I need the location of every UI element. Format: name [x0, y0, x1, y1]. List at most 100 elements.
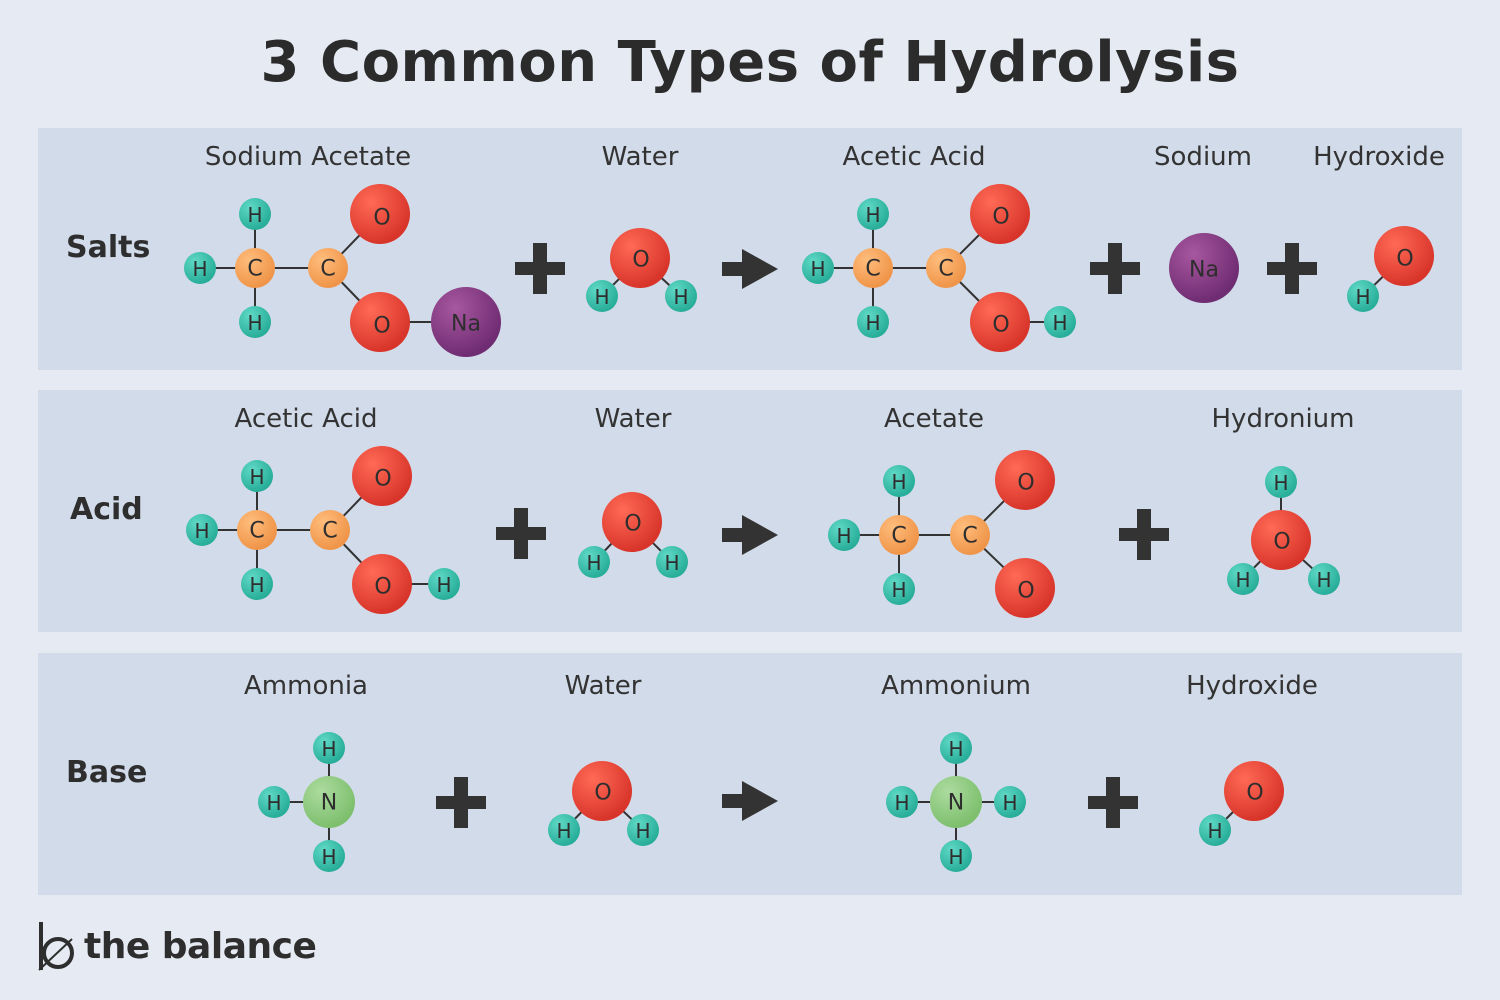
plus-icon	[1088, 777, 1138, 828]
hydrogen-atom	[313, 732, 345, 764]
oxygen-atom	[352, 554, 412, 614]
hydrogen-atom	[665, 280, 697, 312]
atom-label: H	[1316, 568, 1331, 592]
oxygen-atom	[572, 761, 632, 821]
oxygen-atom	[602, 492, 662, 552]
hydrogen-atom	[883, 465, 915, 497]
compound-label-sodium: Sodium	[1154, 142, 1252, 172]
atom-label: O	[373, 206, 390, 231]
hydrogen-atom	[548, 814, 580, 846]
arrow-right-icon	[722, 249, 778, 289]
hydrogen-atom	[656, 546, 688, 578]
atom-label: H	[321, 737, 336, 761]
carbon-atom	[879, 515, 919, 555]
oxygen-atom	[352, 446, 412, 506]
atom-label: C	[320, 257, 335, 282]
atom-label: C	[247, 257, 262, 282]
compound-label-water: Water	[564, 671, 642, 701]
panel-acid: Acid Acetic Acid Water Acetate Hydronium…	[38, 390, 1462, 632]
compound-label-acetate: Acetate	[884, 404, 984, 434]
balance-logo-icon	[38, 922, 74, 971]
nitrogen-atom	[303, 776, 355, 828]
sodium-atom	[1169, 233, 1239, 303]
atom-label: O	[594, 781, 611, 806]
atom-label: H	[247, 203, 262, 227]
atom-label: O	[1396, 247, 1413, 272]
hydrogen-atom	[184, 252, 216, 284]
atom-label: O	[374, 575, 391, 600]
atom-label: H	[894, 791, 909, 815]
hydrogen-atom	[1227, 563, 1259, 595]
carbon-atom	[235, 248, 275, 288]
atom-label: O	[373, 314, 390, 339]
hydrogen-atom	[241, 568, 273, 600]
atom-label: H	[865, 203, 880, 227]
row-label-salts: Salts	[66, 230, 151, 265]
hydrogen-atom	[828, 519, 860, 551]
hydrogen-atom	[578, 546, 610, 578]
atom-label: Na	[451, 312, 481, 337]
oxygen-atom	[350, 184, 410, 244]
oxygen-atom	[1251, 510, 1311, 570]
acid-reaction-diagram: H H H C C O O H O H H H	[186, 446, 1340, 618]
atom-label: H	[948, 737, 963, 761]
atom-label: H	[1355, 285, 1370, 309]
hydrogen-atom	[186, 514, 218, 546]
salts-reaction-diagram: H H H C C O O Na O H H	[184, 184, 1434, 357]
atom-label: H	[810, 257, 825, 281]
plus-icon	[515, 243, 565, 294]
carbon-atom	[926, 248, 966, 288]
plus-icon	[1119, 509, 1169, 560]
atom-label: H	[247, 311, 262, 335]
atom-label: N	[948, 791, 964, 816]
oxygen-atom	[350, 292, 410, 352]
carbon-atom	[853, 248, 893, 288]
atom-label: O	[1246, 781, 1263, 806]
atom-label: H	[1052, 311, 1067, 335]
plus-icon	[1267, 243, 1317, 294]
hydrogen-atom	[886, 786, 918, 818]
atom-label: H	[891, 470, 906, 494]
atom-label: C	[865, 257, 880, 282]
oxygen-atom	[610, 228, 670, 288]
hydrogen-atom	[1347, 280, 1379, 312]
compound-label-ammonia: Ammonia	[244, 671, 368, 701]
compound-label-hydroxide: Hydroxide	[1313, 142, 1445, 172]
plus-icon	[436, 777, 486, 828]
compound-label-sodium-acetate: Sodium Acetate	[204, 142, 412, 172]
arrow-right-icon	[722, 781, 778, 821]
atom-label: H	[594, 285, 609, 309]
hydrogen-atom	[627, 814, 659, 846]
carbon-atom	[310, 510, 350, 550]
atom-label: H	[249, 465, 264, 489]
hydrogen-atom	[239, 198, 271, 230]
compound-label-hydroxide: Hydroxide	[1186, 671, 1318, 701]
atom-label: O	[624, 512, 641, 537]
atom-label: H	[266, 791, 281, 815]
atom-label: N	[321, 791, 337, 816]
atom-label: H	[586, 551, 601, 575]
hydrogen-atom	[802, 252, 834, 284]
brand-name: the balance	[84, 925, 317, 967]
plus-icon	[496, 508, 546, 559]
hydrogen-atom	[857, 306, 889, 338]
atom-label: H	[1002, 791, 1017, 815]
carbon-atom	[237, 510, 277, 550]
atom-label: H	[194, 519, 209, 543]
oxygen-atom	[995, 450, 1055, 510]
atom-label: H	[673, 285, 688, 309]
sodium-atom	[431, 287, 501, 357]
oxygen-atom	[970, 184, 1030, 244]
plus-icon	[1090, 243, 1140, 294]
atom-label: H	[1273, 471, 1288, 495]
compound-label-ammonium: Ammonium	[881, 671, 1031, 701]
compound-label-hydronium: Hydronium	[1211, 404, 1355, 434]
atom-label: H	[948, 845, 963, 869]
compound-label-acetic-acid: Acetic Acid	[234, 404, 378, 434]
oxygen-atom	[970, 292, 1030, 352]
hydrogen-atom	[1308, 563, 1340, 595]
atom-label: H	[1235, 568, 1250, 592]
panel-base: Base Ammonia Water Ammonium Hydroxide H …	[38, 653, 1462, 895]
hydrogen-atom	[1265, 466, 1297, 498]
compound-label-water: Water	[601, 142, 679, 172]
